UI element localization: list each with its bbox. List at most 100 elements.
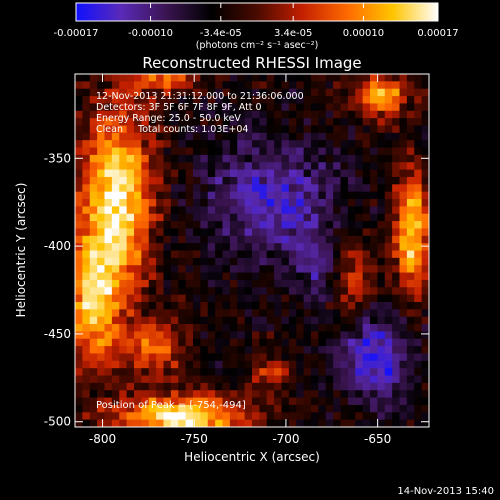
heatmap-cell xyxy=(259,199,268,207)
heatmap-cell xyxy=(229,96,238,104)
heatmap-cell xyxy=(421,140,429,148)
heatmap-cell xyxy=(89,294,98,303)
heatmap-cell xyxy=(399,169,408,178)
heatmap-cell xyxy=(134,397,142,406)
heatmap-cell xyxy=(274,368,282,376)
heatmap-cell xyxy=(185,191,194,200)
heatmap-cell xyxy=(355,191,364,200)
heatmap-cell xyxy=(252,228,260,237)
heatmap-cell xyxy=(193,368,201,376)
heatmap-cell xyxy=(178,419,187,427)
heatmap-cell xyxy=(89,132,98,141)
heatmap-cell xyxy=(333,132,341,141)
heatmap-cell xyxy=(347,316,356,325)
heatmap-cell xyxy=(215,375,223,384)
heatmap-cell xyxy=(274,265,282,273)
heatmap-cell xyxy=(244,228,253,237)
heatmap-cell xyxy=(414,118,423,126)
heatmap-cell xyxy=(134,309,142,318)
heatmap-cell xyxy=(288,96,297,104)
heatmap-cell xyxy=(340,147,349,156)
heatmap-cell xyxy=(170,74,179,82)
heatmap-cell xyxy=(170,419,179,427)
heatmap-cell xyxy=(207,243,216,251)
heatmap-cell xyxy=(355,88,364,97)
heatmap-cell xyxy=(222,88,231,97)
heatmap-cell xyxy=(163,294,172,303)
heatmap-cell xyxy=(178,132,187,141)
heatmap-cell xyxy=(370,331,378,340)
heatmap-cell xyxy=(237,235,246,244)
heatmap-cell xyxy=(119,346,128,354)
heatmap-cell xyxy=(333,243,341,251)
heatmap-cell xyxy=(266,309,275,318)
heatmap-cell xyxy=(97,176,105,185)
heatmap-cell xyxy=(421,110,429,119)
heatmap-cell xyxy=(281,316,290,325)
heatmap-cell xyxy=(296,404,305,413)
heatmap-cell xyxy=(126,162,135,170)
heatmap-cell xyxy=(222,279,231,288)
heatmap-cell xyxy=(141,81,150,90)
heatmap-cell xyxy=(119,191,128,200)
heatmap-cell xyxy=(288,132,297,141)
heatmap-cell xyxy=(406,221,415,229)
heatmap-cell xyxy=(215,147,223,156)
heatmap-cell xyxy=(244,324,253,332)
heatmap-cell xyxy=(355,221,364,229)
heatmap-cell xyxy=(333,140,341,148)
heatmap-cell xyxy=(399,250,408,259)
heatmap-cell xyxy=(325,191,334,200)
heatmap-cell xyxy=(355,125,364,134)
heatmap-cell xyxy=(229,360,238,369)
heatmap-cell xyxy=(111,346,120,354)
heatmap-cell xyxy=(296,147,305,156)
heatmap-cell xyxy=(333,235,341,244)
heatmap-cell xyxy=(75,250,83,259)
heatmap-cell xyxy=(141,184,150,193)
heatmap-cell xyxy=(156,382,164,391)
heatmap-cell xyxy=(274,213,282,222)
heatmap-cell xyxy=(325,221,334,229)
heatmap-cell xyxy=(355,279,364,288)
heatmap-cell xyxy=(75,88,83,97)
heatmap-cell xyxy=(156,316,164,325)
heatmap-cell xyxy=(311,338,319,347)
heatmap-cell xyxy=(303,118,312,126)
heatmap-cell xyxy=(288,125,297,134)
heatmap-cell xyxy=(406,191,415,200)
heatmap-cell xyxy=(266,331,275,340)
heatmap-cell xyxy=(229,243,238,251)
heatmap-cell xyxy=(141,250,150,259)
heatmap-cell xyxy=(156,191,164,200)
heatmap-cell xyxy=(325,412,334,421)
heatmap-cell xyxy=(222,169,231,178)
heatmap-cell xyxy=(215,360,223,369)
heatmap-cell xyxy=(370,235,378,244)
heatmap-cell xyxy=(311,294,319,303)
heatmap-cell xyxy=(163,191,172,200)
heatmap-cell xyxy=(274,191,282,200)
heatmap-cell xyxy=(75,81,83,90)
colorbar-tick-label: -3.4e-05 xyxy=(200,28,242,39)
heatmap-cell xyxy=(266,162,275,170)
heatmap-cell xyxy=(362,88,371,97)
heatmap-cell xyxy=(288,397,297,406)
heatmap-cell xyxy=(384,265,393,273)
heatmap-cell xyxy=(119,199,128,207)
heatmap-cell xyxy=(237,404,246,413)
heatmap-cell xyxy=(97,324,105,332)
heatmap-cell xyxy=(340,375,349,384)
heatmap-cell xyxy=(104,301,113,310)
heatmap-cell xyxy=(377,206,386,215)
heatmap-cell xyxy=(200,81,209,90)
heatmap-cell xyxy=(355,162,364,170)
heatmap-cell xyxy=(252,125,260,134)
heatmap-cell xyxy=(325,110,334,119)
heatmap-cell xyxy=(421,382,429,391)
heatmap-cell xyxy=(421,176,429,185)
heatmap-cell xyxy=(325,199,334,207)
heatmap-cell xyxy=(97,103,105,112)
heatmap-cell xyxy=(392,265,400,273)
heatmap-cell xyxy=(237,301,246,310)
